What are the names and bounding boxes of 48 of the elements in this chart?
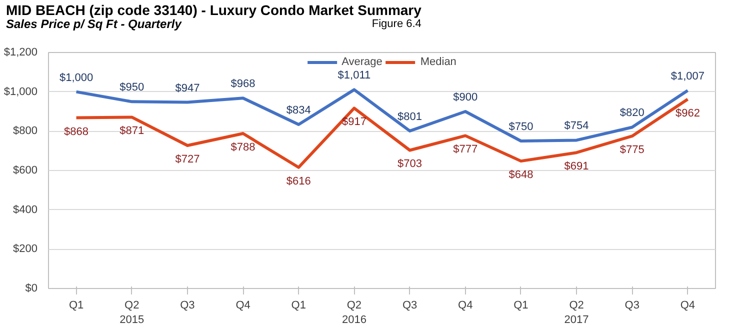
chart-subtitle: Sales Price p/ Sq Ft - Quarterly	[6, 17, 182, 32]
data-label: $727	[175, 154, 200, 166]
data-label: $834	[286, 104, 311, 116]
data-label: $968	[230, 78, 256, 90]
y-tick-label: $600	[13, 164, 38, 176]
x-tick-label: Q2 2015	[120, 300, 144, 326]
data-label: $754	[564, 120, 589, 132]
data-label: $777	[453, 144, 478, 156]
data-label: $900	[453, 92, 478, 104]
y-tick-label: $0	[25, 282, 38, 294]
data-label: $868	[64, 126, 89, 138]
y-tick-label: $1,200	[4, 46, 38, 58]
x-tick-label: Q1	[291, 300, 306, 312]
data-label: $950	[120, 82, 144, 94]
data-label: $871	[120, 125, 144, 138]
data-label: $820	[620, 107, 644, 120]
x-tick-label: Q3	[624, 300, 640, 312]
caption: Figure 6.4	[372, 18, 422, 31]
data-label: $947	[175, 82, 200, 94]
data-label: $703	[398, 158, 422, 170]
legend-label: Average	[342, 56, 382, 68]
y-tick-label: $200	[13, 243, 38, 256]
data-label: $691	[564, 160, 589, 173]
chart-title: MID BEACH (zip code 33140) - Luxury Condo Market Summary	[6, 2, 422, 18]
x-tick-label: Q4	[236, 300, 250, 312]
x-tick-label: Q1	[514, 300, 528, 312]
data-label: $750	[508, 121, 534, 133]
x-tick-label: Q2 2016	[342, 300, 366, 326]
data-label: $616	[286, 175, 311, 188]
data-label: $1,007	[670, 70, 705, 82]
x-tick-label: Q1	[68, 300, 84, 312]
x-tick-label: Q2 2017	[564, 300, 589, 326]
data-label: $648	[508, 169, 534, 182]
data-label: $962	[675, 107, 700, 120]
x-tick-label: Q4	[680, 300, 696, 312]
data-label: $775	[620, 144, 644, 156]
data-label: $788	[230, 142, 256, 154]
y-tick-label: $400	[13, 204, 38, 216]
x-tick-label: Q3	[402, 300, 418, 312]
x-tick-label: Q3	[180, 300, 195, 312]
data-label: $917	[342, 116, 366, 128]
data-label: $1,011	[338, 70, 371, 82]
x-tick-label: Q4	[458, 300, 473, 312]
y-tick-label: $1,000	[4, 86, 38, 98]
legend-label: Median	[420, 56, 456, 68]
data-label: $801	[398, 110, 422, 123]
y-tick-label: $800	[13, 125, 38, 138]
data-label: $1,000	[59, 72, 94, 84]
